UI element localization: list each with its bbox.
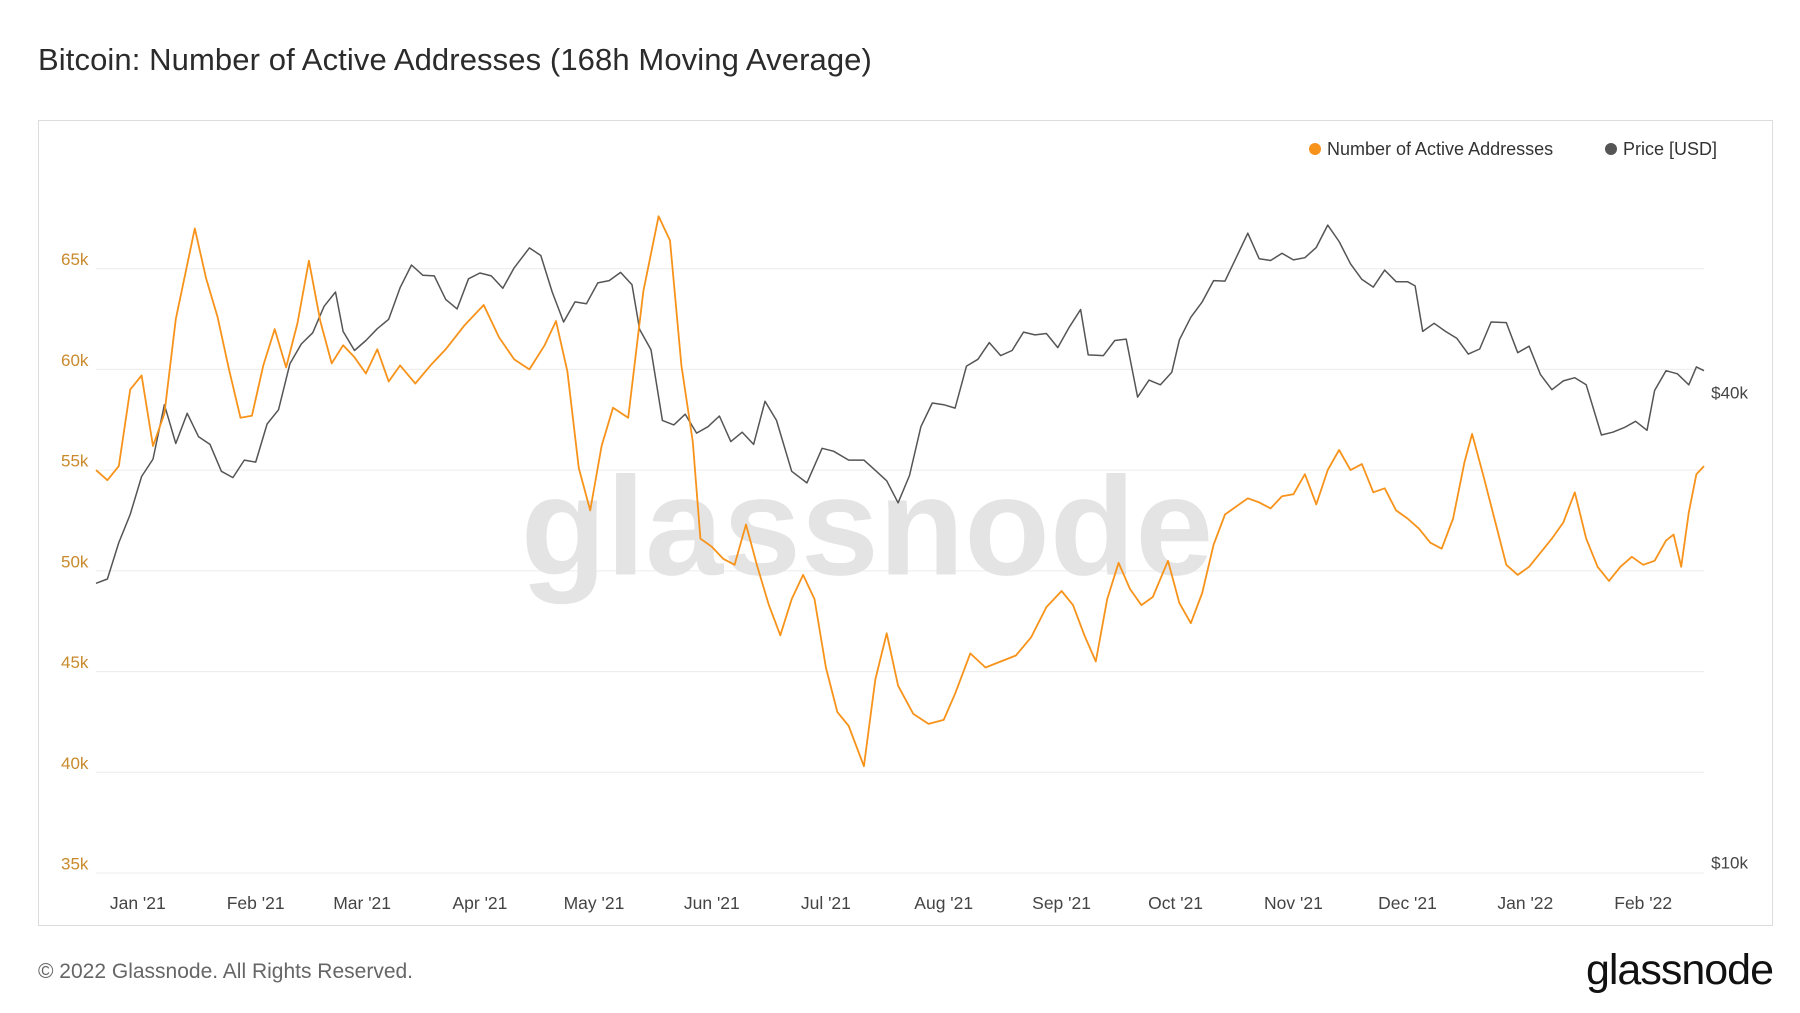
legend-label-addresses: Number of Active Addresses xyxy=(1327,139,1553,159)
right-axis: $10k $40k xyxy=(1711,384,1748,873)
x-tick-label: Jul '21 xyxy=(801,893,851,913)
x-tick-label: Aug '21 xyxy=(914,893,973,913)
x-tick-label: Dec '21 xyxy=(1378,893,1437,913)
chart-frame: glassnode 35k 40k 45k 50k 55k 60k 65k $10k $40k… xyxy=(38,120,1773,926)
legend: Number of Active Addresses Price [USD] xyxy=(1309,139,1717,159)
x-tick-label: Feb '21 xyxy=(227,893,285,913)
left-axis: 35k 40k 45k 50k 55k 60k 65k xyxy=(61,250,89,873)
y-right-tick-label: $40k xyxy=(1711,384,1748,403)
legend-label-price: Price [USD] xyxy=(1623,139,1717,159)
x-tick-label: Jun '21 xyxy=(684,893,740,913)
y-left-tick-label: 40k xyxy=(61,754,89,773)
x-tick-label: Apr '21 xyxy=(452,893,507,913)
legend-swatch-addresses xyxy=(1309,143,1321,155)
y-left-tick-label: 45k xyxy=(61,653,89,672)
watermark-text: glassnode xyxy=(521,448,1213,605)
y-right-tick-label: $10k xyxy=(1711,854,1748,873)
y-left-tick-label: 55k xyxy=(61,452,89,471)
active-addresses-chart: glassnode 35k 40k 45k 50k 55k 60k 65k $10k $40k… xyxy=(61,139,1748,913)
y-left-tick-label: 35k xyxy=(61,855,89,874)
y-left-tick-label: 60k xyxy=(61,351,89,370)
legend-item-price[interactable]: Price [USD] xyxy=(1605,139,1717,159)
x-tick-label: Sep '21 xyxy=(1032,893,1091,913)
x-tick-label: Jan '21 xyxy=(110,893,166,913)
x-axis: Jan '21 Feb '21 Mar '21 Apr '21 May '21 Jun '… xyxy=(110,893,1672,913)
y-left-tick-label: 65k xyxy=(61,250,89,269)
active-addresses-series-line xyxy=(95,215,1705,768)
glassnode-logo[interactable]: glassnode xyxy=(1585,946,1774,994)
x-tick-label: May '21 xyxy=(564,893,625,913)
price-series-line xyxy=(95,224,1705,585)
chart-title: Bitcoin: Number of Active Addresses (168… xyxy=(38,42,872,77)
x-tick-label: Feb '22 xyxy=(1614,893,1672,913)
x-tick-label: Nov '21 xyxy=(1264,893,1323,913)
x-tick-label: Mar '21 xyxy=(333,893,391,913)
copyright-text: © 2022 Glassnode. All Rights Reserved. xyxy=(38,960,414,983)
x-tick-label: Jan '22 xyxy=(1497,893,1553,913)
legend-swatch-price xyxy=(1605,143,1617,155)
y-left-tick-label: 50k xyxy=(61,552,89,571)
x-tick-label: Oct '21 xyxy=(1148,893,1203,913)
legend-item-addresses[interactable]: Number of Active Addresses xyxy=(1309,139,1553,159)
